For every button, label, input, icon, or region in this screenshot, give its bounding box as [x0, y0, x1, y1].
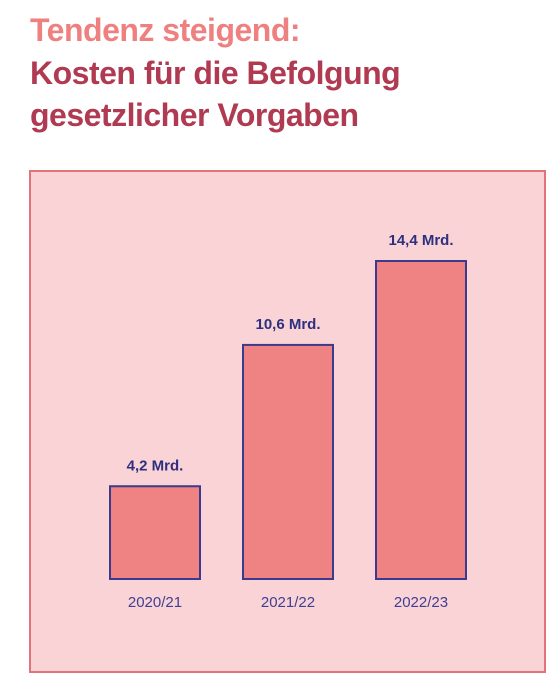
bar-2020-21 [109, 485, 201, 580]
value-label-2022-23: 14,4 Mrd. [388, 232, 453, 249]
chart-title-line-2: gesetzlicher Vorgaben [30, 97, 359, 133]
category-label-2020-21: 2020/21 [128, 594, 182, 611]
value-label-2021-22: 10,6 Mrd. [255, 316, 320, 333]
bar-2021-22 [242, 343, 334, 580]
category-label-2022-23: 2022/23 [394, 594, 448, 611]
value-label-2020-21: 4,2 Mrd. [127, 457, 184, 474]
title-block: Tendenz steigend: Kosten für die Befolgu… [30, 8, 550, 136]
bar-chart: 4,2 Mrd. 2020/21 10,6 Mrd. 2021/22 14,4 Mrd.… [109, 232, 467, 611]
bar-2022-23 [375, 260, 467, 580]
chart-kicker: Tendenz steigend: [30, 12, 301, 48]
chart-title-line-1: Kosten für die Befolgung [30, 55, 401, 91]
chart-panel: 4,2 Mrd. 2020/21 10,6 Mrd. 2021/22 14,4 Mrd.… [29, 170, 546, 673]
category-label-2021-22: 2021/22 [261, 594, 315, 611]
